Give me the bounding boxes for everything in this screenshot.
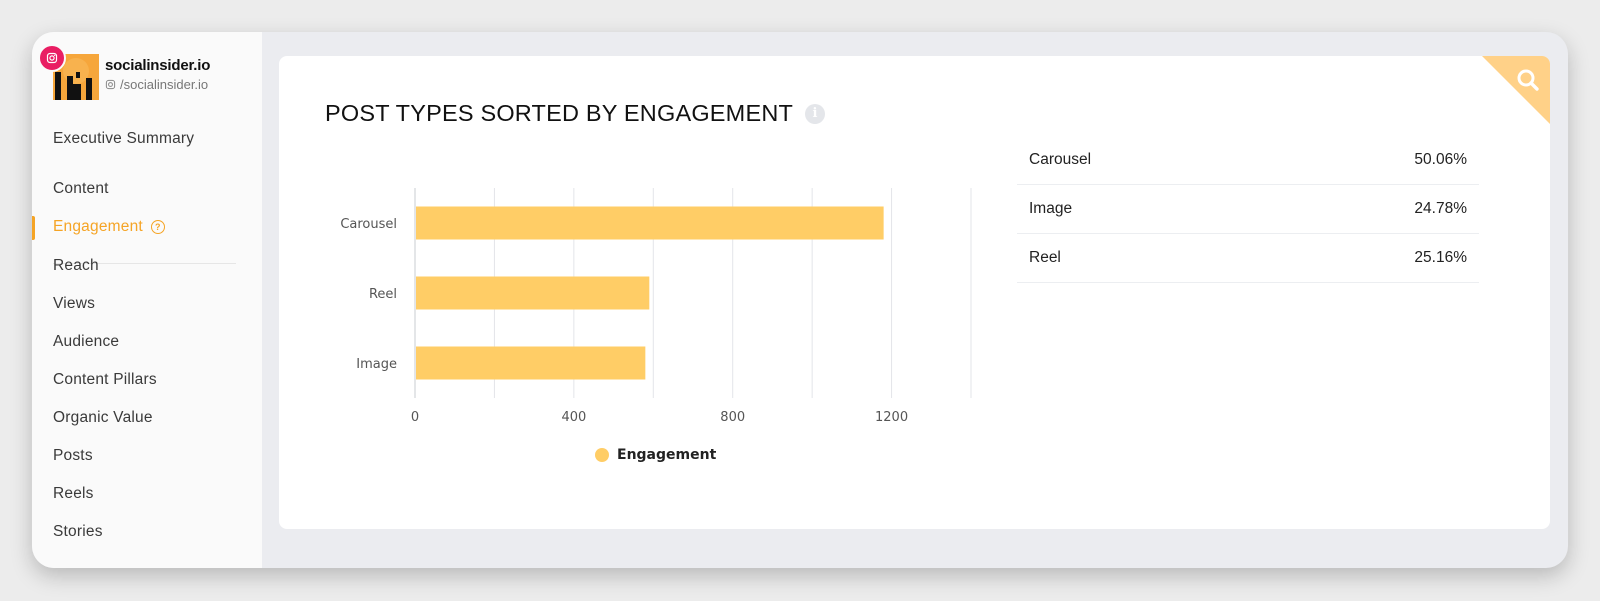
- nav-divider: [53, 263, 236, 264]
- sidebar-item-reach[interactable]: Reach: [53, 257, 99, 275]
- chart-svg: 0 400 800 1200 Carousel Reel Image: [340, 188, 972, 425]
- card-title-text: POST TYPES SORTED BY ENGAGEMENT: [325, 100, 794, 126]
- app-window: socialinsider.io /socialinsider.io Execu…: [32, 32, 1568, 568]
- sidebar-item-content-pillars[interactable]: Content Pillars: [53, 371, 157, 389]
- table-cell-label: Reel: [1029, 249, 1061, 266]
- profile-header[interactable]: socialinsider.io /socialinsider.io: [38, 44, 253, 104]
- category-label: Carousel: [340, 217, 397, 232]
- active-indicator: [32, 216, 35, 240]
- sidebar-item-label: Posts: [53, 447, 93, 464]
- table-cell-label: Carousel: [1029, 151, 1092, 168]
- x-tick-label: 400: [561, 410, 586, 425]
- table-cell-value: 24.78%: [1414, 200, 1467, 217]
- sidebar-item-label: Reels: [53, 485, 94, 502]
- sidebar-item-label: Organic Value: [53, 409, 153, 426]
- category-label: Image: [356, 357, 397, 372]
- sidebar-item-stories[interactable]: Stories: [53, 523, 103, 541]
- question-icon[interactable]: ?: [150, 220, 165, 234]
- legend-label: Engagement: [617, 447, 717, 463]
- x-tick-label: 800: [720, 410, 745, 425]
- sidebar-item-posts[interactable]: Posts: [53, 447, 93, 465]
- sidebar-item-engagement[interactable]: Engagement ?: [53, 218, 165, 236]
- card-title: POST TYPES SORTED BY ENGAGEMENT i: [325, 100, 826, 127]
- sidebar-item-label: Engagement: [53, 218, 143, 235]
- sidebar: socialinsider.io /socialinsider.io Execu…: [32, 32, 262, 568]
- category-label: Reel: [369, 287, 397, 302]
- table-cell-value: 50.06%: [1414, 151, 1467, 168]
- table-row: Image 24.78%: [1017, 185, 1479, 234]
- legend-swatch: [595, 448, 609, 462]
- x-tick-label: 0: [411, 410, 419, 425]
- sidebar-item-content[interactable]: Content: [53, 180, 109, 198]
- table-row: Carousel 50.06%: [1017, 136, 1479, 185]
- bar-image: [416, 346, 646, 380]
- engagement-chart: 0 400 800 1200 Carousel Reel Image: [279, 56, 999, 461]
- bar-reel: [416, 276, 650, 310]
- sidebar-item-label: Executive Summary: [53, 130, 195, 147]
- post-type-table: Carousel 50.06% Image 24.78% Reel 25.16%: [1017, 136, 1479, 283]
- profile-name: socialinsider.io: [105, 57, 211, 74]
- sidebar-item-executive-summary[interactable]: Executive Summary: [53, 130, 194, 148]
- sidebar-item-organic-value[interactable]: Organic Value: [53, 409, 153, 427]
- sidebar-item-label: Reach: [53, 257, 99, 274]
- corner-search-button[interactable]: [1482, 56, 1550, 124]
- sidebar-item-views[interactable]: Views: [53, 295, 95, 313]
- instagram-icon: [38, 44, 66, 72]
- instagram-small-icon: [105, 79, 116, 90]
- search-icon[interactable]: [1514, 66, 1542, 94]
- profile-handle: /socialinsider.io: [105, 77, 208, 92]
- sidebar-item-audience[interactable]: Audience: [53, 333, 119, 351]
- bar-carousel: [416, 206, 884, 240]
- table-cell-value: 25.16%: [1414, 249, 1467, 266]
- table-cell-label: Image: [1029, 200, 1073, 217]
- sidebar-item-reels[interactable]: Reels: [53, 485, 94, 503]
- engagement-card: POST TYPES SORTED BY ENGAGEMENT i 0 400 80…: [279, 56, 1550, 529]
- sidebar-item-label: Stories: [53, 523, 103, 540]
- sidebar-item-label: Content Pillars: [53, 371, 157, 388]
- info-icon[interactable]: i: [805, 103, 826, 124]
- sidebar-item-label: Views: [53, 295, 96, 312]
- x-tick-label: 1200: [875, 410, 908, 425]
- chart-legend[interactable]: Engagement: [595, 447, 716, 463]
- profile-handle-text: /socialinsider.io: [120, 77, 209, 92]
- sidebar-item-label: Content: [53, 180, 109, 197]
- sidebar-item-label: Audience: [53, 333, 120, 350]
- table-row: Reel 25.16%: [1017, 234, 1479, 283]
